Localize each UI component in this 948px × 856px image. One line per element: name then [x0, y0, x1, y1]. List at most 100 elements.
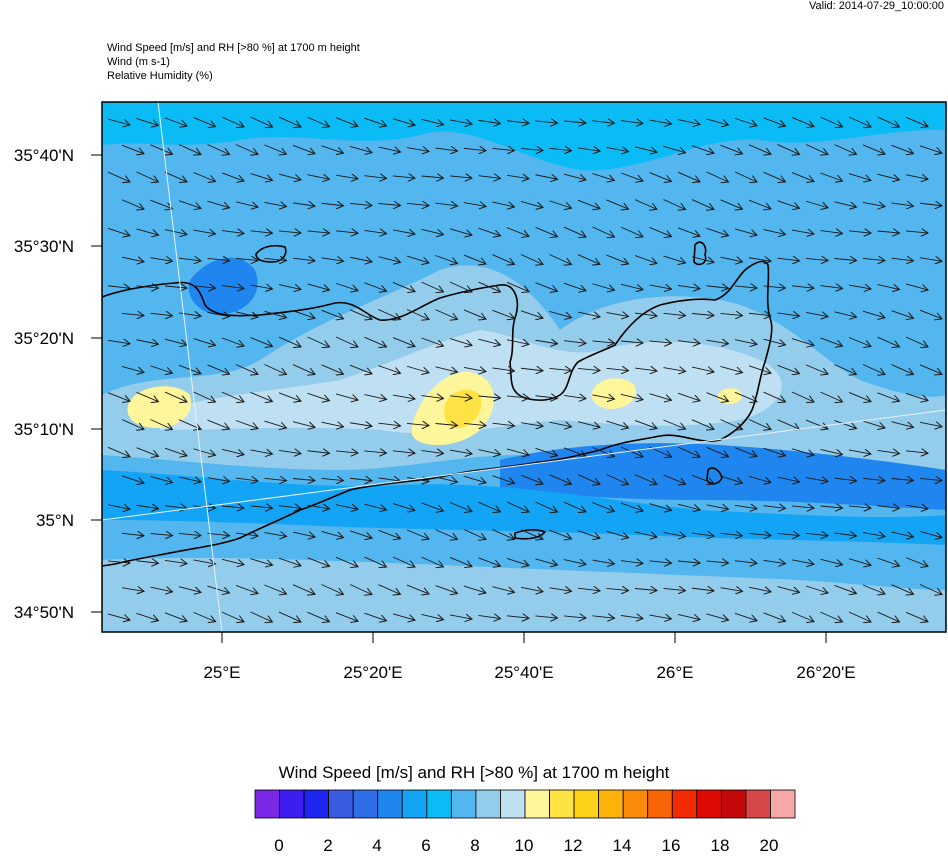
wind-arrow: [777, 586, 800, 593]
wind-arrow: [406, 365, 429, 372]
wind-arrow: [905, 451, 928, 453]
wind-arrow: [292, 310, 315, 319]
wind-arrow: [406, 477, 429, 481]
wind-arrow: [136, 612, 159, 620]
wind-arrow: [321, 309, 344, 319]
wind-arrow: [820, 172, 843, 181]
wind-arrow: [478, 501, 501, 512]
wind-arrow: [150, 144, 173, 154]
wind-arrow: [791, 338, 814, 346]
wind-arrow: [734, 505, 757, 508]
wind-arrow: [592, 446, 615, 456]
wind-arrow: [506, 616, 529, 618]
wind-arrow: [278, 450, 301, 453]
wind-arrow: [620, 226, 643, 237]
wind-arrow: [706, 118, 729, 125]
wind-arrow: [862, 202, 885, 206]
wind-arrow: [691, 533, 714, 536]
wind-arrow: [763, 391, 786, 402]
wind-arrow: [734, 447, 757, 457]
wind-arrow: [820, 506, 843, 508]
wind-arrow: [663, 474, 686, 484]
wind-arrow: [734, 561, 757, 564]
wind-arrow: [321, 203, 344, 206]
wind-arrow: [435, 255, 458, 264]
colorbar-swatch: [622, 789, 649, 819]
wind-arrow: [207, 144, 230, 155]
wind-arrow: [150, 365, 173, 373]
wind-arrow: [877, 173, 900, 180]
wind-arrow: [877, 392, 900, 401]
wind-arrow: [121, 588, 144, 592]
wind-arrow: [791, 391, 814, 402]
wind-arrow: [520, 474, 543, 484]
wind-arrow: [478, 338, 501, 345]
wind-arrow: [905, 116, 928, 126]
wind-arrow: [178, 533, 201, 535]
wind-arrow: [235, 144, 258, 155]
dark-patch-west: [188, 257, 258, 315]
wind-arrow: [677, 503, 700, 510]
wind-arrow: [563, 282, 586, 291]
wind-arrow: [136, 286, 159, 288]
wind-arrow: [734, 228, 757, 235]
wind-arrow: [563, 616, 586, 618]
wind-arrow: [264, 364, 287, 375]
wind-arrow: [250, 611, 273, 622]
wind-arrow: [691, 419, 714, 430]
wind-arrow: [107, 561, 130, 563]
wind-arrow: [378, 478, 401, 481]
wind-arrow: [677, 341, 700, 344]
wind-arrow: [720, 257, 743, 262]
wind-arrow: [392, 118, 415, 126]
wind-arrow: [478, 615, 501, 618]
wind-arrow: [820, 391, 843, 402]
wind-arrow: [877, 450, 900, 453]
wind-arrow: [150, 533, 173, 535]
wind-arrow: [606, 588, 629, 590]
rh-patch-3: [591, 378, 636, 410]
wind-arrow: [877, 506, 900, 509]
wind-arrow: [178, 586, 201, 593]
colorbar-swatch: [696, 789, 722, 819]
wind-arrow: [406, 148, 429, 152]
wind-arrow: [421, 176, 444, 178]
wind-arrow: [805, 478, 828, 482]
wind-arrow: [264, 202, 287, 206]
wind-arrow: [463, 203, 486, 207]
wind-arrow: [791, 172, 814, 182]
wind-arrow: [862, 310, 885, 318]
wind-arrow: [891, 258, 914, 261]
wind-arrow: [121, 144, 144, 154]
wind-arrow: [720, 313, 743, 315]
wind-arrow: [478, 557, 501, 566]
wind-arrow: [535, 175, 558, 180]
wind-arrow: [535, 558, 558, 565]
colorbar-tick-label: 12: [563, 836, 583, 855]
wind-arrow: [905, 283, 928, 290]
wind-arrow: [506, 227, 529, 237]
wind-arrow: [734, 391, 757, 401]
wind-arrow: [207, 419, 230, 429]
wind-arrow: [677, 446, 700, 457]
wind-arrow: [620, 121, 643, 124]
wind-arrow: [592, 173, 615, 181]
wind-arrow: [449, 450, 472, 454]
wind-arrow: [706, 505, 729, 509]
wind-arrow: [834, 478, 857, 481]
wind-arrow: [235, 201, 258, 207]
wind-arrow: [905, 611, 928, 621]
wind-arrow: [278, 173, 301, 180]
wind-arrow: [264, 144, 287, 154]
wind-arrow: [207, 200, 230, 208]
wind-arrow: [791, 286, 814, 288]
wind-arrow: [193, 230, 216, 234]
wind-arrow: [905, 557, 928, 567]
wind-arrow: [435, 148, 458, 151]
wind-arrow: [392, 176, 415, 178]
wind-arrow: [848, 558, 871, 566]
wind-arrow: [691, 145, 714, 154]
wind-arrow: [891, 584, 914, 595]
wind-arrow: [834, 585, 857, 593]
wind-arrow: [677, 171, 700, 182]
